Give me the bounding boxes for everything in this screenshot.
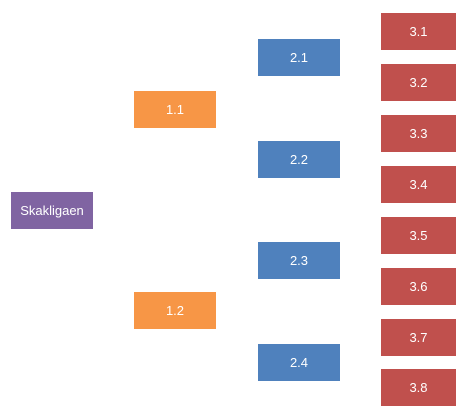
node-3-6: 3.6 <box>381 268 456 305</box>
node-3-3: 3.3 <box>381 115 456 152</box>
node-3-1: 3.1 <box>381 13 456 50</box>
node-3-4: 3.4 <box>381 166 456 203</box>
root-node: Skakligaen <box>11 192 93 229</box>
node-1-2: 1.2 <box>134 292 216 329</box>
node-2-1: 2.1 <box>258 39 340 76</box>
node-3-8: 3.8 <box>381 369 456 406</box>
node-3-5: 3.5 <box>381 217 456 254</box>
node-2-3: 2.3 <box>258 242 340 279</box>
node-3-7: 3.7 <box>381 319 456 356</box>
node-3-2: 3.2 <box>381 64 456 101</box>
node-1-1: 1.1 <box>134 91 216 128</box>
node-2-2: 2.2 <box>258 141 340 178</box>
node-2-4: 2.4 <box>258 344 340 381</box>
